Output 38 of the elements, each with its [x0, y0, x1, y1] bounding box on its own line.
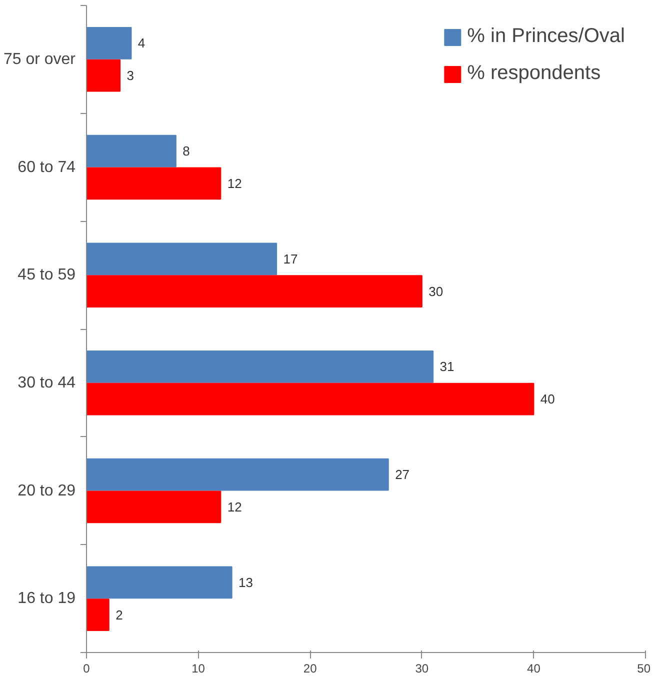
bar	[86, 458, 389, 491]
bar	[86, 350, 434, 383]
bar	[86, 134, 176, 168]
x-tick-label: 20	[303, 662, 318, 676]
x-tick-label: 10	[192, 662, 206, 676]
data-label: 17	[283, 251, 298, 266]
x-tick-label: 40	[527, 662, 541, 676]
y-tick-label: 75 or over	[3, 50, 76, 68]
legend-label: % in Princes/Oval	[467, 25, 625, 48]
bar	[86, 59, 121, 92]
y-tick-label: 20 to 29	[18, 482, 76, 500]
data-label: 31	[440, 359, 454, 374]
bar	[86, 566, 232, 599]
data-label: 2	[116, 607, 123, 622]
data-label: 12	[227, 176, 242, 191]
data-label: 30	[428, 284, 444, 299]
data-label: 3	[126, 68, 134, 84]
legend-label: % respondents	[467, 62, 601, 85]
y-tick-label: 45 to 59	[18, 266, 76, 284]
data-label: 27	[395, 467, 410, 482]
y-tick-label: 16 to 19	[18, 590, 76, 608]
bar	[86, 27, 132, 60]
data-label: 4	[138, 36, 146, 51]
bar	[86, 167, 222, 200]
data-label: 40	[540, 392, 555, 407]
x-tick-label: 0	[83, 662, 90, 676]
data-label: 13	[238, 574, 254, 590]
bar	[86, 598, 110, 631]
x-tick-label: 30	[415, 662, 429, 676]
data-label: 8	[182, 144, 190, 159]
data-label: 12	[227, 499, 242, 514]
x-tick-label: 50	[637, 662, 651, 676]
bar	[86, 490, 222, 524]
bar	[86, 242, 278, 276]
bar	[86, 382, 534, 416]
bar	[86, 275, 422, 308]
y-tick-label: 60 to 74	[18, 158, 76, 176]
y-tick-label: 30 to 44	[18, 374, 76, 392]
